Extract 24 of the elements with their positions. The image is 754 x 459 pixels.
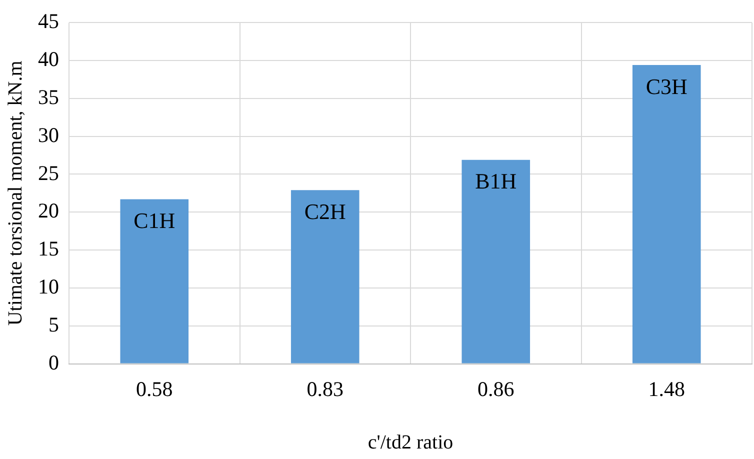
y-tick-label: 20 <box>38 198 59 223</box>
x-tick-label: 0.86 <box>478 376 514 401</box>
x-tick-label: 0.58 <box>136 376 173 401</box>
annotation: C3H <box>646 74 688 99</box>
y-axis-title: Utimate torsional moment, kN.m <box>4 60 26 326</box>
bar <box>462 160 530 364</box>
y-tick-label: 25 <box>38 160 59 185</box>
y-tick-label: 10 <box>38 274 59 298</box>
y-tick-label: 30 <box>38 122 59 147</box>
annotation: B1H <box>475 168 517 194</box>
y-tick-label: 45 <box>38 9 59 34</box>
x-axis-title: c'/td2 ratio <box>368 431 454 454</box>
bar <box>120 199 189 364</box>
bar <box>290 190 360 364</box>
y-tick-label: 0 <box>48 350 59 374</box>
annotation: C2H <box>304 198 346 224</box>
bar <box>632 65 701 364</box>
x-tick-label: 0.83 <box>306 376 344 401</box>
y-tick-label: 5 <box>48 312 59 336</box>
x-tick-label: 1.48 <box>648 376 685 401</box>
y-tick-label: 15 <box>38 236 59 261</box>
y-tick-label: 35 <box>38 84 59 109</box>
y-tick-label: 40 <box>38 47 59 72</box>
annotation: C1H <box>134 208 176 234</box>
